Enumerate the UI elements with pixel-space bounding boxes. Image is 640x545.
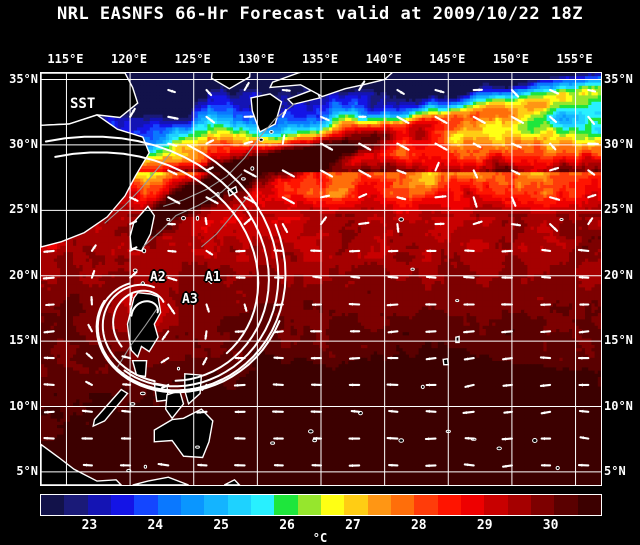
colorbar [40,494,602,516]
colorbar-cell-4 [134,495,157,515]
island-marker [182,217,186,220]
island-marker [421,385,424,388]
lon-tick-135: 135°E [302,52,338,66]
lon-tick-145: 145°E [429,52,465,66]
lat-tick-right-30: 30°N [604,137,633,151]
lon-tick-140: 140°E [366,52,402,66]
sst-map[interactable] [41,73,601,485]
lat-tick-right-10: 10°N [604,399,633,413]
lat-tick-right-20: 20°N [604,268,633,282]
lat-tick-left-15: 15°N [9,333,38,347]
island-marker [399,218,404,221]
lat-tick-right-25: 25°N [604,202,633,216]
island-marker [143,249,146,253]
island-marker [399,439,404,443]
lon-tick-130: 130°E [238,52,274,66]
colorbar-cell-3 [111,495,134,515]
colorbar-cell-18 [461,495,484,515]
colorbar-cell-10 [274,495,297,515]
colorbar-cell-17 [438,495,461,515]
colorbar-cell-16 [414,495,437,515]
colorbar-unit-label: °C [0,531,640,545]
island-marker [251,167,254,171]
island-marker [411,268,414,270]
annotation-a1: A1 [205,270,221,285]
colorbar-cell-8 [228,495,251,515]
island-marker [196,216,198,220]
colorbar-cell-12 [321,495,344,515]
island-marker [177,367,179,370]
colorbar-cell-23 [578,495,601,515]
colorbar-cell-1 [64,495,87,515]
island-marker [556,466,559,469]
island-marker [313,439,317,441]
island-marker [196,446,200,448]
lon-tick-125: 125°E [175,52,211,66]
land-guam [443,359,448,365]
island-marker [560,219,563,221]
page-title: NRL EASNFS 66-Hr Forecast valid at 2009/… [0,4,640,24]
island-marker [167,218,170,220]
lat-tick-left-30: 30°N [9,137,38,151]
island-marker [270,131,274,134]
colorbar-swatches [41,495,601,515]
lat-tick-left-25: 25°N [9,202,38,216]
island-marker [533,439,537,443]
colorbar-cell-5 [158,495,181,515]
island-marker [456,300,459,302]
island-marker [309,430,314,433]
sst-field-label: SST [70,96,95,112]
island-marker [271,442,275,444]
colorbar-cell-7 [204,495,227,515]
island-marker [144,465,146,468]
colorbar-cell-6 [181,495,204,515]
colorbar-cell-0 [41,495,64,515]
island-marker [140,392,145,395]
lon-tick-150: 150°E [493,52,529,66]
colorbar-cell-19 [484,495,507,515]
island-marker [497,447,501,450]
colorbar-cell-13 [344,495,367,515]
lat-tick-left-5: 5°N [16,464,38,478]
lat-tick-left-20: 20°N [9,268,38,282]
map-frame[interactable] [40,72,602,486]
island-marker [242,178,246,180]
colorbar-cell-22 [554,495,577,515]
colorbar-cell-15 [391,495,414,515]
lat-tick-right-5: 5°N [604,464,626,478]
colorbar-cell-11 [298,495,321,515]
island-marker [130,403,134,406]
lat-tick-right-15: 15°N [604,333,633,347]
colorbar-cell-14 [368,495,391,515]
colorbar-cell-20 [508,495,531,515]
lat-tick-left-10: 10°N [9,399,38,413]
colorbar-cell-2 [88,495,111,515]
island-marker [259,138,263,141]
lon-tick-155: 155°E [556,52,592,66]
colorbar-cell-21 [531,495,554,515]
annotation-a2: A2 [150,270,166,285]
annotation-a3: A3 [182,292,198,307]
lon-tick-115: 115°E [47,52,83,66]
lat-tick-left-35: 35°N [9,72,38,86]
lat-tick-right-35: 35°N [604,72,633,86]
colorbar-cell-9 [251,495,274,515]
lon-tick-120: 120°E [111,52,147,66]
